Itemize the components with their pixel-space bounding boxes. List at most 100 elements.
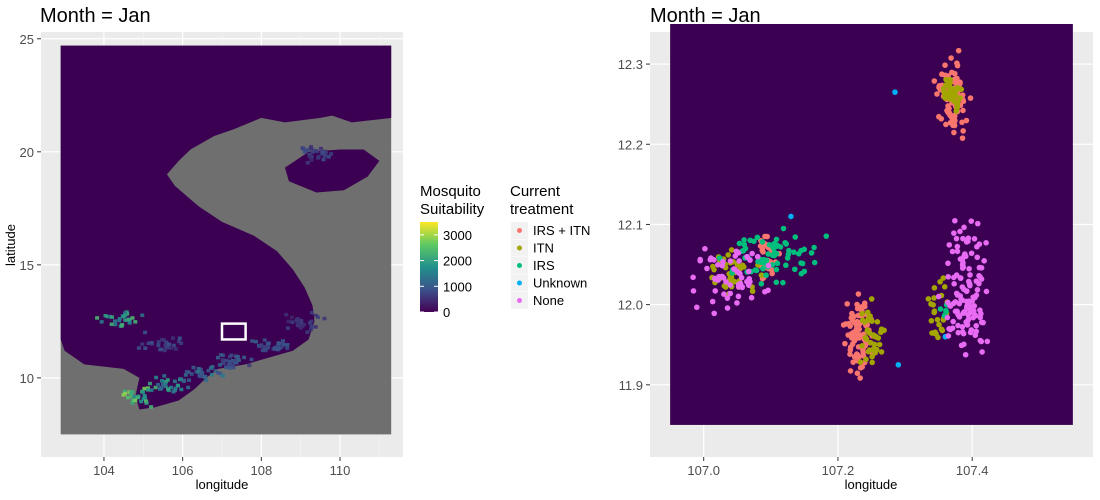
scatter-point-irs-itn (854, 320, 861, 326)
scatter-point-none (967, 309, 974, 316)
scatter-point-unknown (892, 89, 898, 95)
scatter-point-irs-itn (760, 249, 766, 255)
suitability-cell (286, 319, 291, 324)
scatter-point-none (951, 274, 957, 281)
suitability-cell (125, 395, 130, 400)
suitability-cell (253, 339, 258, 344)
scatter-point-itn (859, 310, 865, 317)
left-y-tick-label: 15 (20, 258, 34, 273)
suitability-colorbar (420, 222, 438, 312)
scatter-point-none (984, 338, 991, 345)
suitability-cell (305, 330, 310, 334)
suitability-legend-title-2: Suitability (420, 201, 485, 218)
suitability-cell (285, 326, 290, 330)
suitability-cell (143, 330, 148, 335)
scatter-point-none (712, 288, 719, 294)
suitability-cell (159, 347, 164, 352)
suitability-cell (117, 316, 122, 321)
scatter-point-irs (823, 233, 830, 239)
suitability-cell (196, 366, 201, 371)
scatter-point-irs-itn (844, 301, 850, 307)
suitability-cell (229, 353, 234, 358)
suitability-cell (142, 386, 147, 391)
scatter-point-irs (773, 266, 780, 273)
suitability-cell (133, 398, 138, 403)
suitability-cell (276, 341, 281, 345)
suitability-cell (300, 324, 305, 329)
suitability-cell (204, 378, 209, 383)
suitability-cell (179, 341, 184, 346)
scatter-point-itn (938, 326, 945, 332)
legend-label: ITN (533, 241, 554, 256)
scatter-point-none (971, 303, 978, 309)
scatter-point-none (979, 349, 985, 355)
suitability-cell (310, 325, 315, 329)
scatter-point-itn (728, 247, 735, 253)
suitability-cell (220, 358, 225, 362)
suitability-cell (220, 374, 225, 378)
suitability-cell (186, 385, 191, 390)
right-x-tick-label: 107.0 (687, 463, 720, 478)
scatter-point-irs (766, 241, 773, 248)
suitability-cell (153, 385, 158, 390)
scatter-point-none (748, 294, 755, 301)
scatter-point-none (961, 309, 967, 315)
scatter-point-none (944, 314, 951, 321)
scatter-point-irs (754, 234, 761, 241)
suitability-cell (95, 316, 100, 320)
scatter-point-itn (857, 359, 864, 365)
suitability-cell (149, 341, 154, 345)
suitability-cell (302, 150, 307, 154)
suitability-cell (143, 395, 148, 400)
suitability-cell (305, 161, 310, 165)
suitability-cell (265, 344, 270, 349)
suitability-cell (242, 355, 247, 360)
scatter-point-none (736, 258, 742, 264)
scatter-point-none (721, 291, 727, 298)
suitability-cell (125, 312, 130, 316)
scatter-point-itn (741, 264, 747, 270)
scatter-point-irs-itn (849, 341, 856, 347)
legend-key-dot (517, 245, 522, 251)
suitability-cell (302, 322, 307, 327)
suitability-cell (299, 321, 304, 325)
scatter-point-none (977, 307, 983, 313)
scatter-point-none (747, 278, 753, 285)
left-y-tick-label: 25 (20, 32, 34, 47)
suitability-cell (177, 336, 182, 341)
suitability-cell (247, 363, 252, 368)
scatter-point-itn (936, 321, 942, 328)
suitability-cell (301, 146, 306, 151)
suitability-cell (218, 371, 223, 376)
scatter-point-none (945, 260, 951, 267)
scatter-point-none (973, 292, 980, 298)
suitability-cell (309, 310, 314, 315)
scatter-point-itn (954, 99, 961, 106)
suitability-cell (196, 370, 201, 374)
scatter-point-irs-itn (840, 322, 847, 328)
suitability-cell (143, 346, 148, 350)
suitability-cell (130, 401, 135, 405)
suitability-cell (146, 341, 151, 346)
colorbar-tick-label: 2000 (443, 254, 472, 269)
suitability-cell (323, 149, 328, 154)
suitability-cell (144, 401, 149, 405)
right-y-tick-label: 12.0 (618, 298, 643, 313)
hainan-island (284, 149, 380, 193)
suitability-cell (215, 355, 220, 360)
scatter-point-none (723, 279, 729, 285)
scatter-point-irs (742, 245, 749, 252)
scatter-point-none (727, 258, 734, 264)
scatter-point-none (735, 293, 742, 300)
suitability-cell (262, 338, 267, 342)
scatter-point-irs (773, 250, 780, 257)
scatter-point-itn (925, 296, 932, 302)
scatter-point-itn (949, 85, 956, 92)
scatter-point-none (953, 235, 960, 242)
suitability-cell (123, 391, 128, 396)
suitability-cell (312, 148, 317, 153)
right-y-tick-label: 12.2 (618, 137, 643, 152)
suitability-cell (146, 386, 151, 390)
suitability-colorbar-ticks: 3000 2000 1000 0 (420, 228, 472, 320)
suitability-cell (262, 345, 267, 349)
